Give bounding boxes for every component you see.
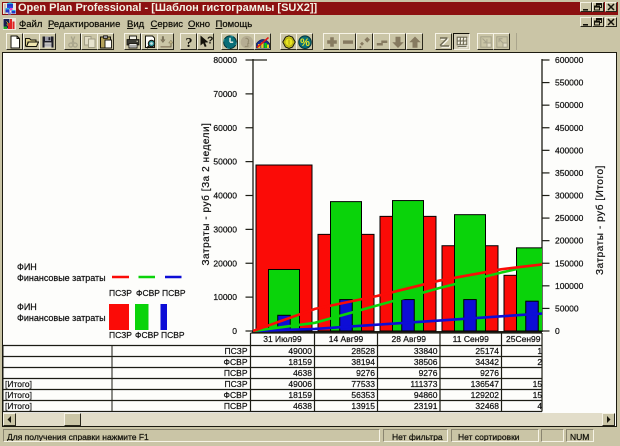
- svg-text:20000: 20000: [213, 258, 237, 268]
- svg-text:100000: 100000: [555, 281, 584, 291]
- svg-text:0: 0: [555, 326, 560, 336]
- svg-text:Затраты - руб [За 2 недели]: Затраты - руб [За 2 недели]: [200, 122, 212, 265]
- svg-text:34342: 34342: [475, 357, 499, 367]
- svg-text:31 Июл99: 31 Июл99: [263, 334, 302, 344]
- svg-text:ФИН: ФИН: [17, 302, 37, 312]
- svg-text:ПСЗР: ПСЗР: [109, 330, 132, 340]
- svg-text:41744: 41744: [537, 401, 561, 411]
- svg-text:ФИН: ФИН: [17, 262, 37, 272]
- svg-text:9276: 9276: [480, 368, 499, 378]
- svg-text:ПСЗР: ПСЗР: [109, 288, 132, 298]
- svg-text:Затраты - руб [Итого]: Затраты - руб [Итого]: [594, 165, 606, 275]
- svg-text:77533: 77533: [351, 379, 375, 389]
- svg-text:500000: 500000: [555, 100, 584, 110]
- svg-text:28 Авг99: 28 Авг99: [391, 334, 426, 344]
- svg-text:49006: 49006: [288, 379, 312, 389]
- svg-text:350000: 350000: [555, 168, 584, 178]
- svg-text:32468: 32468: [475, 401, 499, 411]
- svg-text:24547: 24547: [537, 357, 561, 367]
- svg-text:250000: 250000: [555, 213, 584, 223]
- svg-text:33840: 33840: [414, 346, 438, 356]
- svg-text:136547: 136547: [471, 379, 500, 389]
- svg-text:?: ?: [207, 35, 213, 47]
- svg-text:56353: 56353: [351, 390, 375, 400]
- svg-text:111373: 111373: [410, 379, 437, 389]
- svg-text:9276: 9276: [419, 368, 438, 378]
- svg-text:60000: 60000: [213, 123, 237, 133]
- svg-text:200000: 200000: [555, 236, 584, 246]
- svg-text:150000: 150000: [555, 258, 584, 268]
- svg-text:Финансовые затраты: Финансовые затраты: [17, 273, 106, 283]
- svg-text:[Итого]: [Итого]: [5, 401, 32, 411]
- svg-text:80000: 80000: [213, 55, 237, 65]
- svg-text:25174: 25174: [475, 346, 499, 356]
- svg-text:4638: 4638: [293, 368, 312, 378]
- svg-text:[Итого]: [Итого]: [5, 390, 32, 400]
- svg-text:400000: 400000: [555, 145, 584, 155]
- svg-text:18159: 18159: [288, 357, 312, 367]
- svg-text:18159: 18159: [288, 390, 312, 400]
- svg-text:11 Сен99: 11 Сен99: [453, 334, 489, 344]
- svg-text:600000: 600000: [555, 55, 584, 65]
- svg-text:[Итого]: [Итого]: [5, 379, 32, 389]
- svg-text:49000: 49000: [288, 346, 312, 356]
- svg-text:16437: 16437: [537, 346, 561, 356]
- svg-text:38506: 38506: [414, 357, 438, 367]
- svg-text:ПСЗР: ПСЗР: [225, 346, 248, 356]
- svg-text:ФСВР: ФСВР: [224, 357, 248, 367]
- svg-text:ФСВР: ФСВР: [135, 330, 159, 340]
- svg-text:%: %: [300, 37, 310, 49]
- svg-text:ПСВР: ПСВР: [224, 368, 248, 378]
- svg-text:28528: 28528: [351, 346, 375, 356]
- svg-text:13915: 13915: [351, 401, 375, 411]
- svg-text:9276: 9276: [356, 368, 375, 378]
- svg-text:ПСВР: ПСВР: [161, 330, 185, 340]
- svg-text:152984: 152984: [533, 379, 562, 389]
- svg-text:129202: 129202: [471, 390, 500, 400]
- svg-text:?: ?: [186, 36, 193, 50]
- svg-text:14 Авг99: 14 Авг99: [329, 334, 364, 344]
- svg-text:ПСЗР: ПСЗР: [225, 379, 248, 389]
- svg-text:Финансовые затраты: Финансовые затраты: [17, 313, 106, 323]
- svg-text:4638: 4638: [293, 401, 312, 411]
- svg-text:ПСВР: ПСВР: [224, 401, 248, 411]
- svg-text:9276: 9276: [542, 368, 561, 378]
- svg-text:ФСВР: ФСВР: [224, 390, 248, 400]
- svg-text:40000: 40000: [213, 191, 237, 201]
- svg-text:50000: 50000: [555, 303, 579, 313]
- svg-text:25Сен99: 25Сен99: [506, 334, 541, 344]
- svg-text:153749: 153749: [533, 390, 562, 400]
- svg-text:300000: 300000: [555, 191, 584, 201]
- svg-text:23191: 23191: [414, 401, 438, 411]
- svg-text:ПСВР: ПСВР: [162, 288, 186, 298]
- svg-text:550000: 550000: [555, 78, 584, 88]
- svg-text:94860: 94860: [414, 390, 438, 400]
- svg-text:30000: 30000: [213, 224, 237, 234]
- svg-text:50000: 50000: [213, 157, 237, 167]
- svg-text:450000: 450000: [555, 123, 584, 133]
- svg-text:70000: 70000: [213, 89, 237, 99]
- svg-text:0: 0: [232, 326, 237, 336]
- svg-text:10000: 10000: [213, 292, 237, 302]
- svg-text:ФСВР: ФСВР: [136, 288, 160, 298]
- svg-text:38194: 38194: [351, 357, 375, 367]
